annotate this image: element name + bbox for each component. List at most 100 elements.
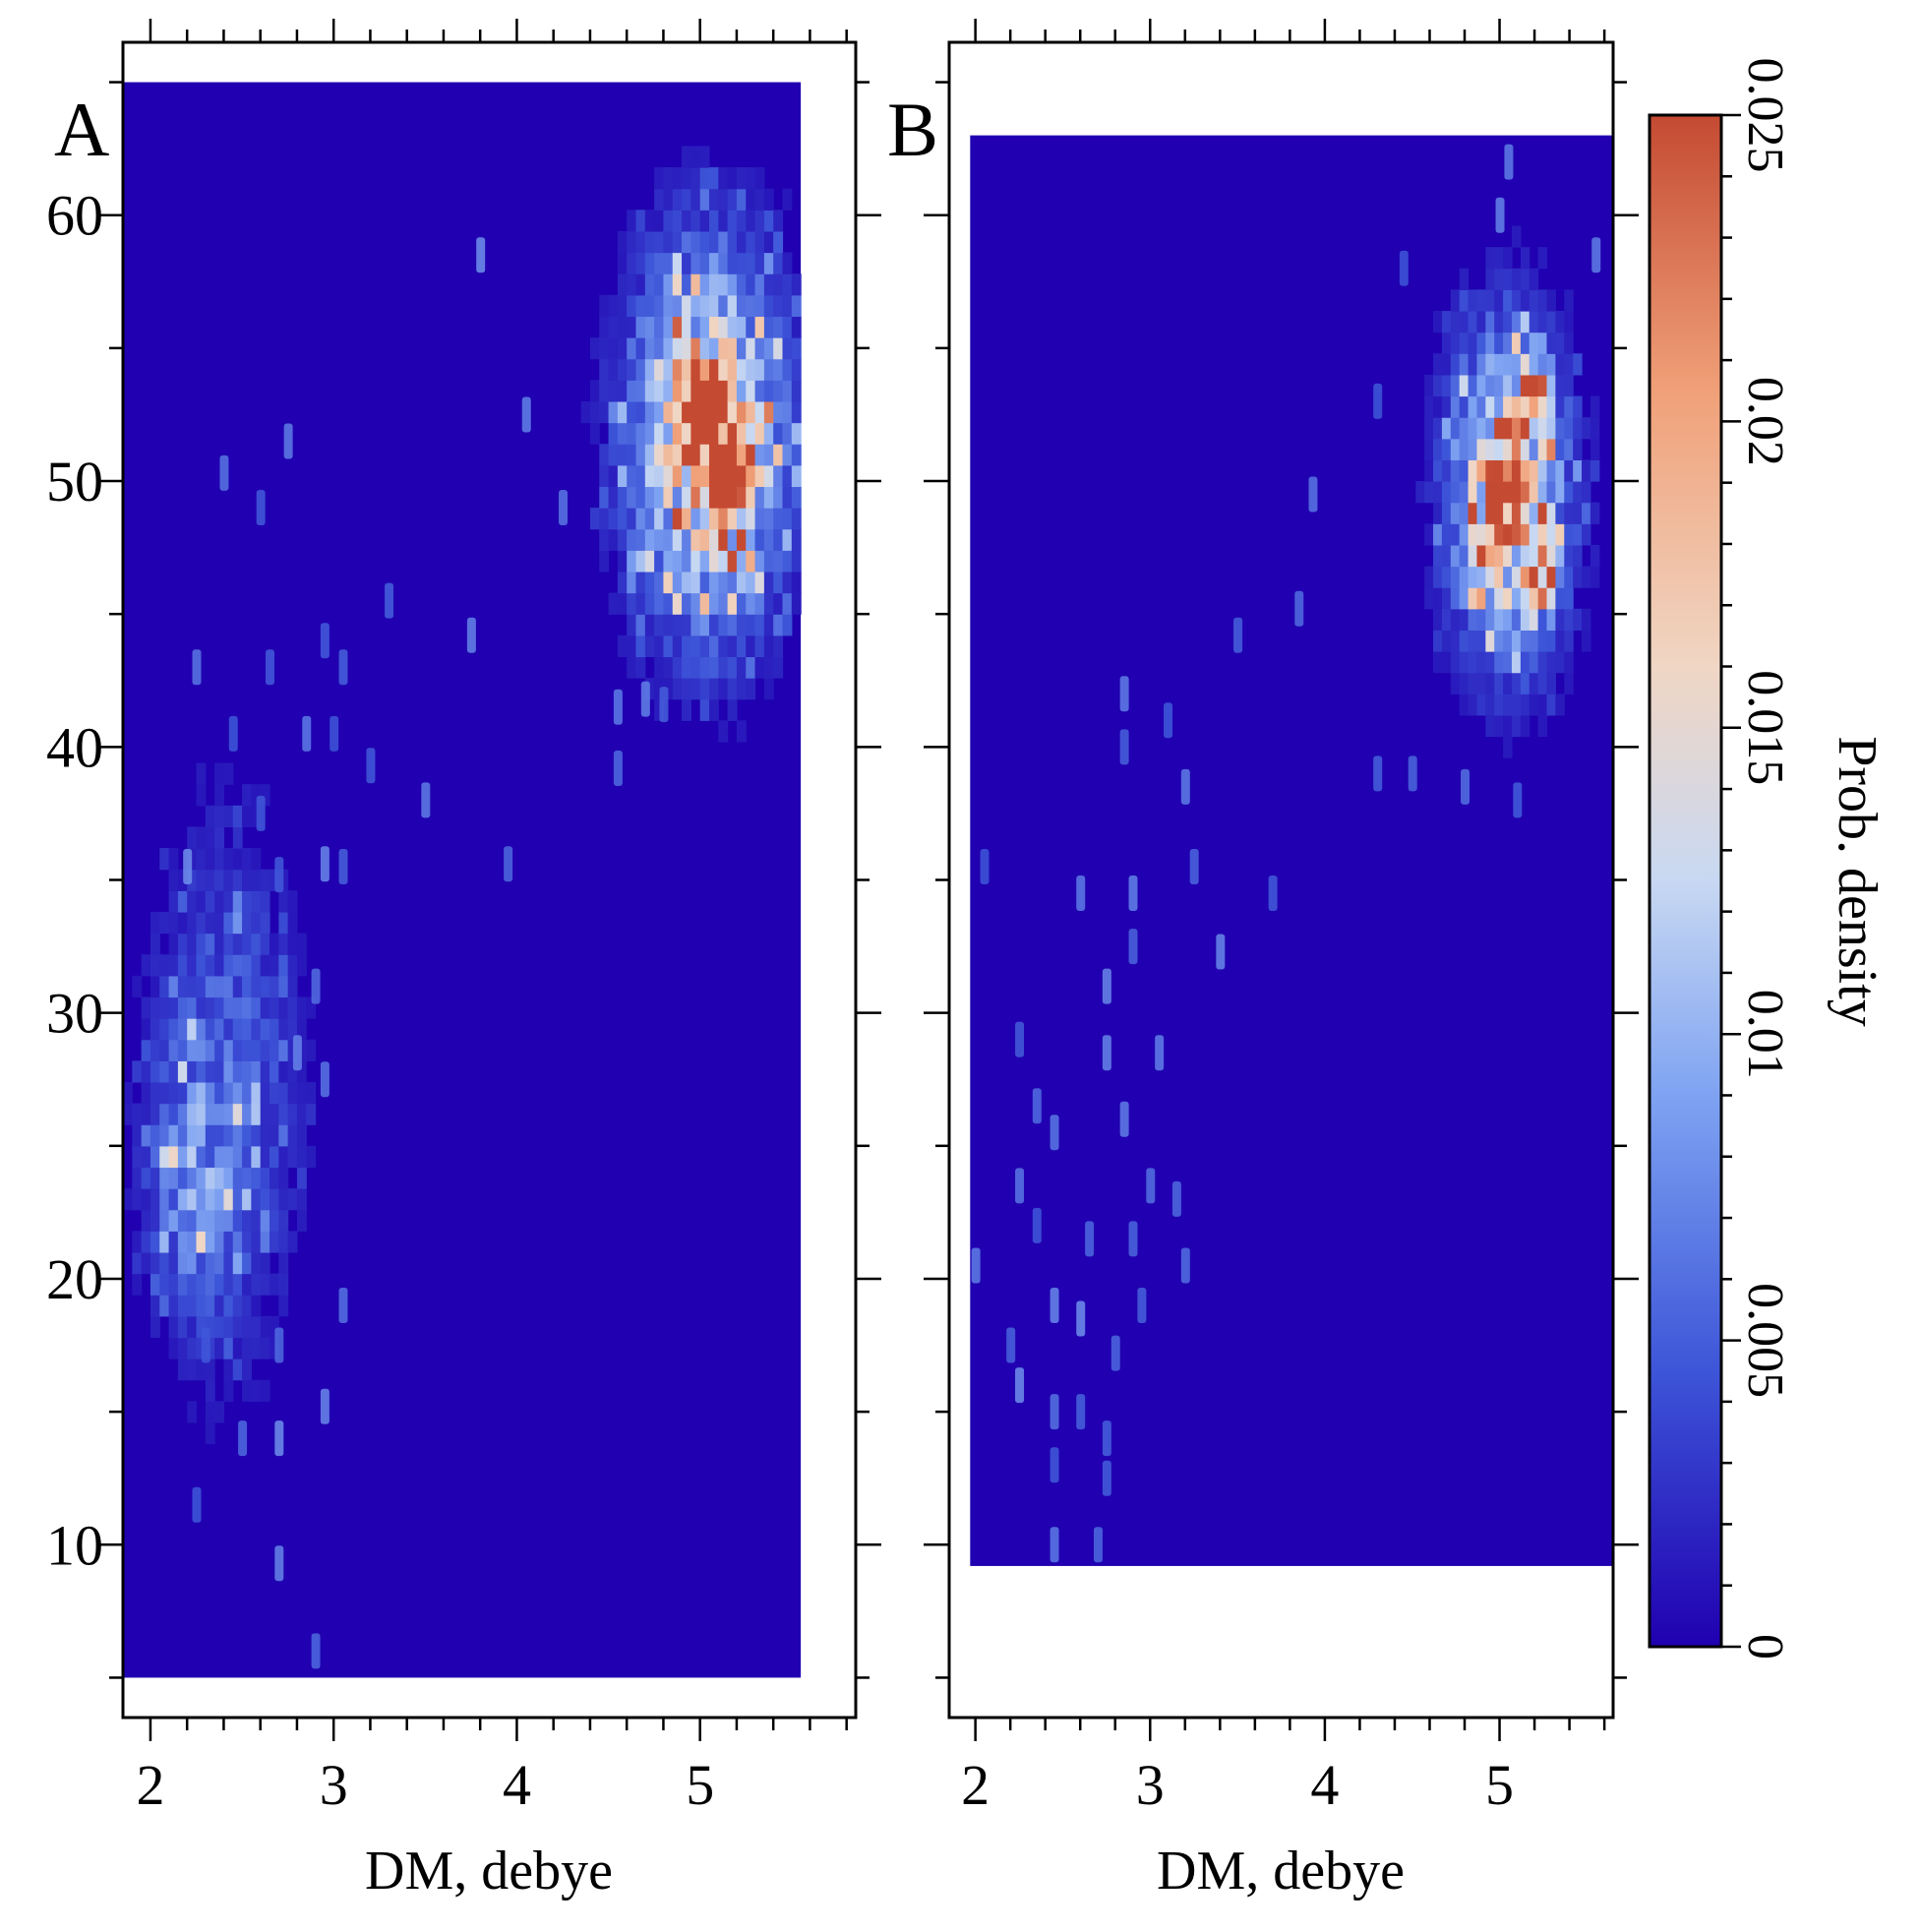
heatmap-cell [1503, 353, 1513, 376]
heatmap-cell [682, 273, 691, 296]
heatmap-cell [1459, 417, 1470, 440]
heatmap-cell [177, 933, 188, 955]
heatmap-cell [278, 1018, 289, 1041]
heatmap-cell [773, 316, 784, 338]
heatmap-cell [242, 933, 252, 955]
heatmap-cell [132, 1188, 143, 1211]
heatmap-cell [773, 358, 784, 381]
colorbar-tick-label: 0 [1737, 1634, 1793, 1660]
heatmap-cell [232, 1188, 243, 1211]
heatmap-cell [672, 273, 683, 296]
heatmap-cell [746, 337, 756, 360]
heatmap-cell [1537, 608, 1548, 632]
heatmap-cell [1450, 481, 1461, 504]
heatmap-cell [1537, 587, 1548, 610]
heatmap-cell [242, 1295, 252, 1317]
heatmap-cell [627, 358, 637, 381]
heatmap-spot [613, 689, 623, 725]
heatmap-cell [782, 273, 793, 296]
heatmap-cell [1476, 651, 1486, 674]
heatmap-cell [663, 252, 674, 274]
heatmap-cell [699, 337, 710, 360]
heatmap-cell [709, 167, 719, 190]
heatmap-cell [1529, 544, 1539, 568]
heatmap-cell [177, 975, 188, 998]
heatmap-cell [746, 571, 756, 594]
heatmap-cell [773, 464, 784, 488]
heatmap-cell [1424, 566, 1434, 588]
heatmap-spot [1102, 1460, 1111, 1496]
heatmap-cell [672, 400, 683, 424]
heatmap-spot [1006, 1327, 1016, 1363]
heatmap-cell [232, 1145, 243, 1169]
heatmap-cell [1485, 714, 1495, 738]
heatmap-cell [1468, 332, 1478, 354]
heatmap-cell [1415, 481, 1425, 504]
heatmap-cell [232, 996, 243, 1019]
heatmap-cell [141, 1251, 151, 1275]
heatmap-cell [1424, 395, 1434, 418]
heatmap-cell [1503, 502, 1513, 524]
heatmap-cell [1564, 311, 1574, 333]
heatmap-cell [1564, 353, 1574, 376]
heatmap-cell [709, 698, 719, 721]
heatmap-cell [690, 400, 701, 424]
x-tick-label: 4 [1310, 1753, 1339, 1817]
heatmap-cell [754, 464, 765, 488]
heatmap-cell [177, 1209, 188, 1232]
heatmap-cell [617, 358, 628, 381]
heatmap-cell [168, 1145, 179, 1169]
heatmap-cell [763, 188, 774, 211]
heatmap-cell [232, 1103, 243, 1125]
heatmap-cell [644, 614, 655, 636]
heatmap-cell [1485, 289, 1495, 312]
heatmap-cell [1520, 544, 1530, 568]
heatmap-cell [1546, 374, 1556, 397]
heatmap-spot [1128, 1221, 1138, 1257]
heatmap-cell [782, 508, 793, 530]
heatmap-cell [763, 422, 774, 445]
heatmap-cell [296, 1145, 307, 1169]
heatmap-cell [270, 1081, 279, 1105]
heatmap-cell [782, 252, 793, 274]
heatmap-cell [232, 805, 243, 828]
heatmap-spot [274, 857, 284, 893]
heatmap-cell [132, 1060, 143, 1083]
heatmap-cell [214, 784, 225, 807]
heatmap-cell [296, 1209, 307, 1232]
heatmap-cell [270, 954, 279, 977]
heatmap-spot [330, 715, 339, 752]
panel-a: 2 3 4 5 10 20 30 40 50 60 A DM, debye [46, 19, 881, 1902]
heatmap-cell [736, 592, 747, 615]
heatmap-cell [736, 678, 747, 700]
heatmap-cell [608, 444, 619, 466]
heatmap-cell [251, 1081, 262, 1105]
heatmap-cell [1468, 694, 1478, 716]
heatmap-cell [1424, 417, 1434, 440]
heatmap-cell [251, 1251, 262, 1275]
heatmap-cell [1494, 587, 1504, 610]
heatmap-spot [1110, 1335, 1120, 1371]
heatmap-cell [709, 656, 719, 679]
heatmap-cell [1520, 694, 1530, 716]
heatmap-cell [177, 890, 188, 913]
heatmap-cell [1555, 311, 1565, 333]
heatmap-cell [791, 400, 802, 424]
heatmap-cell [159, 1124, 170, 1147]
heatmap-cell [718, 656, 729, 679]
heatmap-cell [270, 1209, 279, 1232]
heatmap-cell [682, 337, 691, 360]
heatmap-cell [663, 294, 674, 318]
heatmap-cell [1476, 502, 1486, 524]
heatmap-cell [1433, 311, 1443, 333]
heatmap-cell [177, 1231, 188, 1253]
heatmap-spot [183, 848, 193, 884]
heatmap-cell [699, 508, 710, 530]
heatmap-cell [251, 848, 262, 871]
heatmap-cell [278, 954, 289, 977]
heatmap-spot [320, 846, 330, 882]
heatmap-cell [763, 678, 774, 700]
heatmap-cell [1537, 395, 1548, 418]
heatmap-cell [782, 400, 793, 424]
heatmap-cell [260, 1315, 270, 1339]
